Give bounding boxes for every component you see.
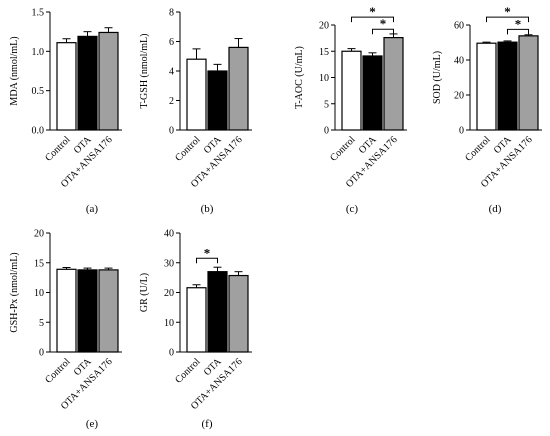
- panel-caption: (d): [489, 203, 502, 215]
- y-tick-label: 20: [454, 91, 464, 102]
- y-tick-label: 8: [169, 8, 174, 19]
- significance-bracket: [351, 16, 394, 23]
- bar: [207, 70, 228, 131]
- bar: [56, 268, 77, 353]
- significance-star: *: [204, 245, 211, 260]
- y-tick-label: 0: [459, 126, 464, 137]
- panel-caption: (c): [346, 203, 359, 215]
- bar: [341, 50, 362, 131]
- bar: [497, 41, 518, 131]
- category-label: Control: [463, 134, 493, 164]
- y-tick-label: 0.0: [32, 126, 45, 137]
- y-tick-label: 30: [164, 258, 174, 269]
- panel-caption: (f): [202, 418, 213, 430]
- bar: [476, 42, 497, 131]
- y-tick-label: 60: [454, 21, 464, 32]
- category-label: Control: [328, 134, 358, 164]
- y-tick-label: 1.5: [32, 8, 45, 19]
- y-tick-label: 40: [164, 229, 174, 240]
- significance-bracket: [486, 16, 529, 23]
- bar: [518, 35, 539, 131]
- panel-caption: (e): [86, 418, 99, 430]
- bar: [228, 274, 249, 353]
- y-tick-label: 0.5: [32, 86, 45, 97]
- panel-caption: (b): [201, 203, 214, 215]
- y-tick-label: 0: [169, 348, 174, 359]
- y-tick-label: 1.0: [32, 47, 45, 58]
- significance-bracket: [196, 257, 218, 264]
- significance-star: *: [504, 4, 511, 19]
- y-tick-label: 0: [39, 348, 44, 359]
- y-tick-label: 0: [169, 126, 174, 137]
- y-tick-label: 2: [169, 96, 174, 107]
- y-axis-label: SOD (U/mL): [432, 51, 443, 104]
- y-axis-label: GR (U/L): [139, 273, 150, 312]
- bar: [383, 36, 404, 131]
- y-tick-label: 20: [319, 21, 329, 32]
- panel-caption: (a): [86, 203, 99, 215]
- category-label: Control: [43, 134, 73, 164]
- y-tick-label: 40: [454, 56, 464, 67]
- bar: [362, 55, 383, 131]
- y-tick-label: 20: [34, 229, 44, 240]
- bar: [77, 35, 98, 131]
- y-axis-label: MDA (nmol/mL): [9, 36, 20, 105]
- y-tick-label: 5: [324, 99, 329, 110]
- significance-bracket: [507, 28, 529, 35]
- bar: [186, 287, 207, 353]
- y-tick-label: 10: [34, 288, 44, 299]
- y-tick-label: 15: [319, 47, 329, 58]
- y-tick-label: 5: [39, 318, 44, 329]
- bar: [98, 31, 119, 131]
- bar: [207, 271, 228, 353]
- category-label: Control: [173, 356, 203, 386]
- bar: [56, 42, 77, 131]
- bar: [77, 269, 98, 353]
- bar: [228, 46, 249, 131]
- significance-bracket: [372, 28, 394, 35]
- category-label: Control: [173, 134, 203, 164]
- bar: [98, 269, 119, 353]
- y-tick-label: 20: [164, 288, 174, 299]
- y-tick-label: 10: [319, 73, 329, 84]
- significance-star: *: [369, 4, 376, 19]
- y-axis-label: T-GSH (nmol/mL): [139, 34, 150, 109]
- y-tick-label: 15: [34, 258, 44, 269]
- y-axis-label: T-AOC (U/mL): [294, 46, 305, 109]
- bar: [186, 58, 207, 131]
- y-tick-label: 6: [169, 37, 174, 48]
- y-tick-label: 0: [324, 126, 329, 137]
- significance-star: *: [380, 16, 387, 31]
- y-tick-label: 4: [169, 67, 174, 78]
- y-axis-label: GSH-Px (nmol/mL): [9, 252, 20, 332]
- significance-star: *: [515, 16, 522, 31]
- category-label: Control: [43, 356, 73, 386]
- y-tick-label: 10: [164, 318, 174, 329]
